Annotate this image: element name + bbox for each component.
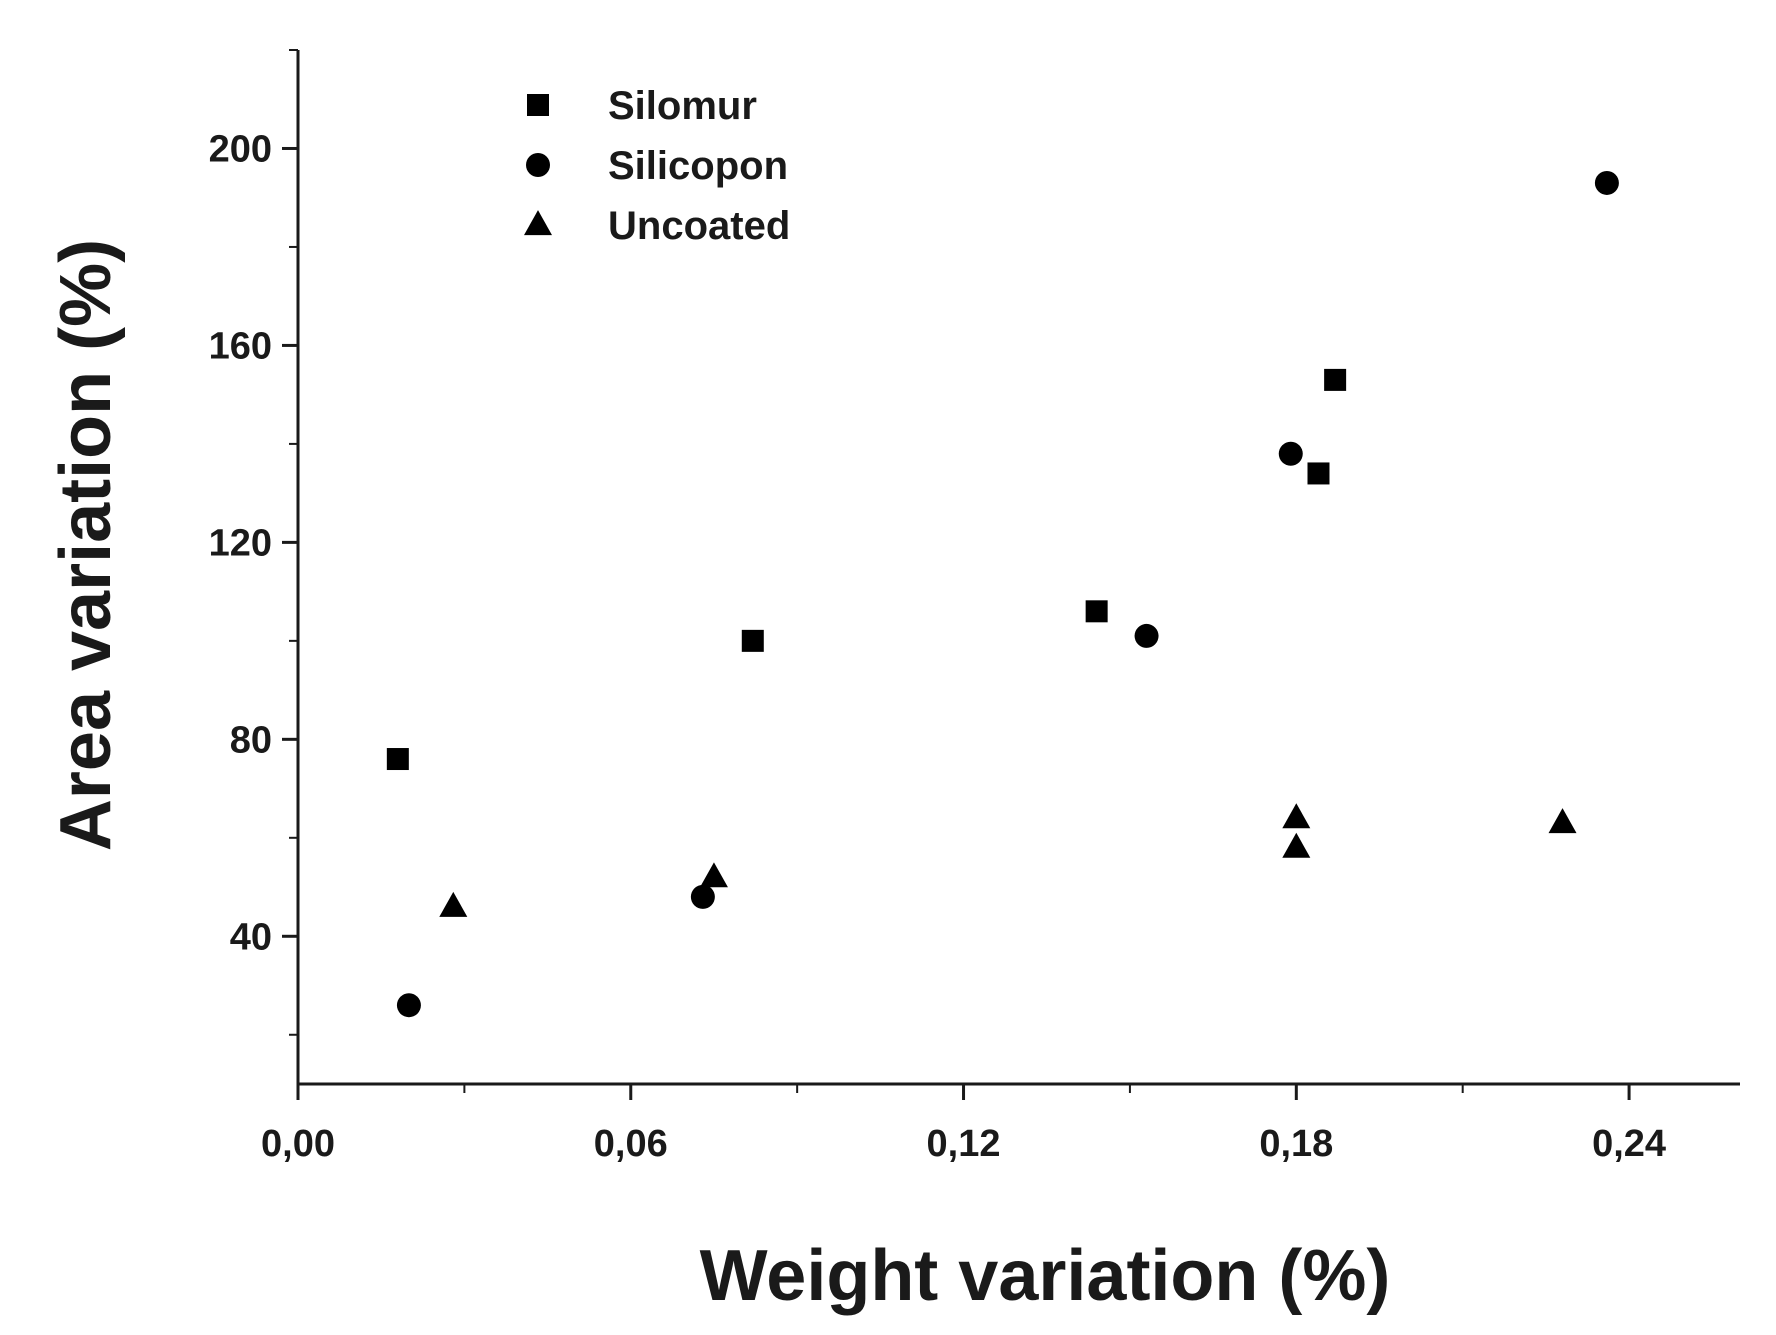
x-axis-title: Weight variation (%) <box>700 1236 1391 1316</box>
silicopon-point <box>396 993 421 1018</box>
y-axis-title: Area variation (%) <box>46 239 126 851</box>
data-points <box>386 170 1619 1018</box>
y-tick-label: 160 <box>209 325 272 367</box>
y-tick-label: 120 <box>209 522 272 564</box>
legend-label-silomur: Silomur <box>608 84 757 128</box>
legend: Silomur Silicopon Uncoated <box>524 84 790 248</box>
y-tick-label: 40 <box>230 916 272 958</box>
legend-label-uncoated: Uncoated <box>608 204 790 248</box>
silomur-point <box>1324 368 1347 391</box>
silicopon-point <box>1594 170 1619 195</box>
axes <box>296 50 1740 1086</box>
silomur-point <box>386 748 409 771</box>
uncoated-point <box>1282 832 1311 858</box>
silicopon-point <box>1134 623 1159 648</box>
legend-triangle-icon <box>524 210 552 236</box>
uncoated-point <box>699 862 728 888</box>
silomur-point <box>1307 462 1330 485</box>
legend-label-silicopon: Silicopon <box>608 144 788 188</box>
legend-circle-icon <box>526 153 550 177</box>
y-axis-ticks: 40 80 120 160 200 <box>209 49 298 1036</box>
x-axis-ticks: 0,00 0,06 0,12 0,18 0,24 <box>261 1084 1666 1165</box>
y-tick-label: 200 <box>209 128 272 170</box>
x-tick-label: 0,00 <box>261 1123 335 1165</box>
x-tick-label: 0,18 <box>1259 1123 1333 1165</box>
uncoated-point <box>1548 808 1577 834</box>
x-tick-label: 0,06 <box>594 1123 668 1165</box>
y-tick-label: 80 <box>230 719 272 761</box>
uncoated-point <box>439 891 468 917</box>
uncoated-point <box>1282 803 1311 829</box>
silomur-point <box>741 629 764 652</box>
legend-square-icon <box>527 94 549 116</box>
silicopon-point <box>690 884 715 909</box>
silicopon-point <box>1278 441 1303 466</box>
silomur-point <box>1085 600 1108 623</box>
x-tick-label: 0,24 <box>1592 1123 1666 1165</box>
x-tick-label: 0,12 <box>927 1123 1001 1165</box>
